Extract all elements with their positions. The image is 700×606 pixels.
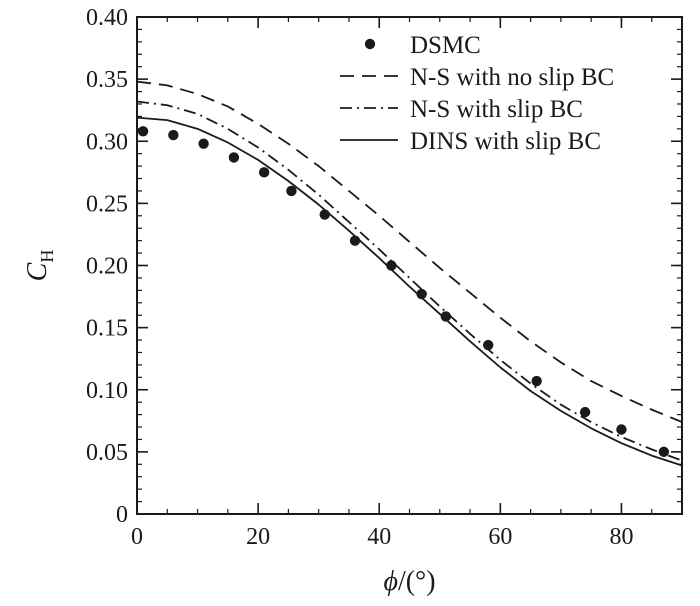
y-axis-symbol: C (22, 262, 53, 281)
legend-label: DINS with slip BC (410, 128, 601, 155)
series-line-solid (136, 116, 683, 467)
dsmc-data-point (416, 288, 427, 300)
legend-label: N-S with slip BC (410, 96, 583, 123)
x-tick-label: 0 (131, 524, 143, 550)
dsmc-data-point (198, 138, 209, 149)
x-tick-label: 80 (609, 524, 633, 550)
x-tick-label: 40 (367, 524, 391, 550)
dsmc-data-point (658, 446, 670, 458)
x-axis-unit: /(°) (398, 566, 436, 597)
dsmc-data-point (286, 185, 297, 197)
x-axis-symbol: ϕ (383, 566, 398, 597)
dsmc-data-point (228, 152, 240, 163)
y-tick-label: 0.05 (86, 440, 128, 466)
y-tick-label: 0.20 (86, 254, 128, 280)
dsmc-data-point (579, 406, 591, 418)
series-line-dashed (136, 80, 683, 423)
dsmc-data-point (137, 126, 149, 137)
x-tick-label: 20 (246, 524, 270, 550)
plot-frame (136, 16, 683, 515)
legend-marker-dsmc (364, 38, 376, 50)
y-axis-subscript: H (37, 250, 57, 263)
dsmc-data-point (616, 424, 627, 435)
y-tick-label: 0.15 (86, 316, 128, 342)
y-axis-label: CH (22, 250, 57, 282)
series-line-dashdot (136, 100, 683, 462)
y-tick-label: 0 (116, 502, 128, 528)
dsmc-data-point (168, 129, 179, 141)
dsmc-data-point (531, 375, 542, 387)
x-axis-label: ϕ/(°) (383, 566, 435, 597)
x-tick-label: 60 (488, 524, 512, 550)
legend-label: N-S with no slip BC (410, 64, 614, 91)
y-tick-label: 0.35 (86, 67, 128, 93)
dsmc-data-point (258, 167, 270, 178)
y-tick-label: 0.30 (86, 129, 128, 155)
y-tick-label: 0.40 (86, 5, 128, 31)
y-tick-label: 0.10 (86, 378, 128, 404)
y-tick-label: 0.25 (86, 191, 128, 217)
legend-label: DSMC (410, 32, 481, 59)
